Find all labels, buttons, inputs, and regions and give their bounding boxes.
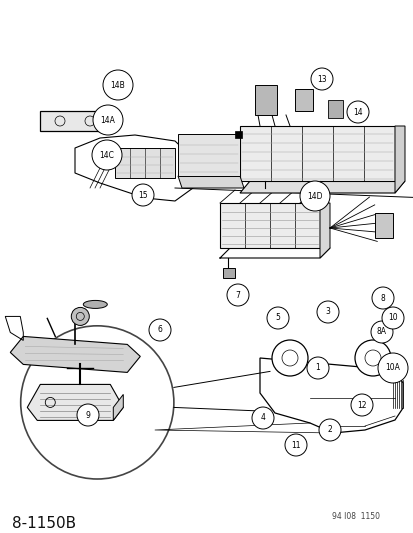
Circle shape bbox=[103, 70, 133, 100]
Circle shape bbox=[92, 140, 122, 170]
FancyBboxPatch shape bbox=[254, 85, 276, 115]
Polygon shape bbox=[240, 181, 404, 193]
Ellipse shape bbox=[83, 301, 107, 309]
Text: 10: 10 bbox=[387, 313, 397, 322]
Text: 5: 5 bbox=[275, 313, 280, 322]
FancyBboxPatch shape bbox=[327, 100, 342, 118]
Circle shape bbox=[370, 321, 392, 343]
Text: 3: 3 bbox=[325, 308, 330, 317]
Circle shape bbox=[284, 434, 306, 456]
Text: 2: 2 bbox=[327, 425, 332, 434]
Polygon shape bbox=[10, 336, 140, 373]
FancyBboxPatch shape bbox=[40, 111, 112, 131]
Circle shape bbox=[271, 340, 307, 376]
Polygon shape bbox=[113, 394, 123, 421]
Polygon shape bbox=[27, 384, 123, 421]
Text: 4: 4 bbox=[260, 414, 265, 423]
Text: 9: 9 bbox=[85, 410, 90, 419]
Circle shape bbox=[371, 287, 393, 309]
Text: 11: 11 bbox=[291, 440, 300, 449]
Circle shape bbox=[310, 68, 332, 90]
Circle shape bbox=[93, 105, 123, 135]
Text: 14: 14 bbox=[352, 108, 362, 117]
Text: 14C: 14C bbox=[99, 150, 114, 159]
FancyBboxPatch shape bbox=[294, 89, 312, 111]
Bar bbox=[235, 131, 242, 138]
Text: 13: 13 bbox=[316, 75, 326, 84]
Text: 14A: 14A bbox=[100, 116, 115, 125]
Text: 8: 8 bbox=[380, 294, 385, 303]
Bar bbox=[240, 126, 394, 181]
Circle shape bbox=[354, 340, 390, 376]
Text: 14B: 14B bbox=[110, 80, 125, 90]
Bar bbox=[223, 268, 235, 278]
Circle shape bbox=[226, 284, 248, 306]
Circle shape bbox=[266, 307, 288, 329]
Bar bbox=[115, 148, 175, 178]
Text: 6: 6 bbox=[157, 326, 162, 335]
Polygon shape bbox=[319, 203, 329, 258]
Text: 94 I08  1150: 94 I08 1150 bbox=[331, 512, 379, 521]
Text: 14D: 14D bbox=[306, 191, 322, 200]
Circle shape bbox=[381, 307, 403, 329]
Bar bbox=[178, 134, 240, 176]
FancyBboxPatch shape bbox=[374, 213, 392, 238]
Bar bbox=[219, 203, 319, 248]
Text: 7: 7 bbox=[235, 290, 240, 300]
Text: 12: 12 bbox=[356, 400, 366, 409]
Text: 8A: 8A bbox=[376, 327, 386, 336]
Circle shape bbox=[346, 101, 368, 123]
Circle shape bbox=[77, 404, 99, 426]
Text: 8-1150B: 8-1150B bbox=[12, 516, 76, 531]
Circle shape bbox=[252, 407, 273, 429]
Circle shape bbox=[71, 308, 89, 326]
Text: 10A: 10A bbox=[385, 364, 399, 373]
Circle shape bbox=[316, 301, 338, 323]
Circle shape bbox=[350, 394, 372, 416]
Text: 1: 1 bbox=[315, 364, 320, 373]
Circle shape bbox=[132, 184, 154, 206]
Polygon shape bbox=[394, 126, 404, 193]
Circle shape bbox=[149, 319, 171, 341]
Circle shape bbox=[299, 181, 329, 211]
Circle shape bbox=[318, 419, 340, 441]
Circle shape bbox=[377, 353, 407, 383]
Circle shape bbox=[306, 357, 328, 379]
Text: 15: 15 bbox=[138, 190, 147, 199]
Polygon shape bbox=[178, 176, 243, 188]
